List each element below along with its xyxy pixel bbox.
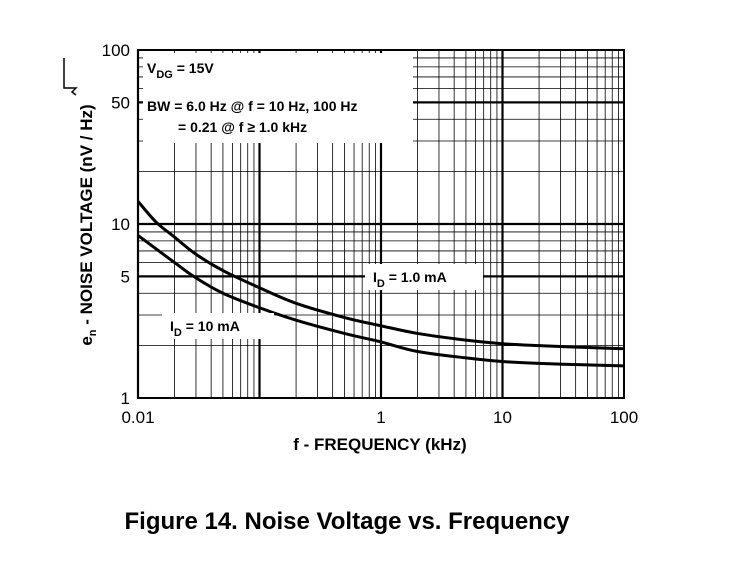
sqrt-sign (63, 58, 78, 96)
bw-annotation-line1: BW = 6.0 Hz @ f = 10 Hz, 100 Hz (147, 98, 358, 114)
y-tick-label: 10 (111, 215, 130, 234)
series-label-box-1 (365, 264, 483, 290)
plot-frame (137, 49, 625, 399)
y-tick-label: 5 (121, 267, 130, 286)
bw-annotation-line2: = 0.21 @ f ≥ 1.0 kHz (178, 119, 307, 135)
vdg-annotation: VDG = 15V (147, 60, 214, 81)
y-axis-title: en - NOISE VOLTAGE (nV / Hz) (77, 104, 99, 345)
series-label-1: ID = 1.0 mA (373, 269, 447, 290)
svg-text:en - NOISE VOLTAGE (nV / Hz): en - NOISE VOLTAGE (nV / Hz) (77, 104, 99, 345)
series-label-2: ID = 10 mA (170, 318, 240, 339)
y-tick-label: 100 (102, 41, 130, 60)
x-tick-label: 10 (493, 408, 512, 427)
x-axis-title: f - FREQUENCY (kHz) (293, 435, 466, 454)
x-tick-label: 0.01 (121, 408, 154, 427)
figure-caption: Figure 14. Noise Voltage vs. Frequency (124, 508, 570, 535)
x-tick-label: 1 (376, 408, 385, 427)
series-label-box-2 (162, 313, 274, 339)
annotation-box (143, 53, 413, 143)
series-line-2 (137, 234, 625, 368)
y-tick-label: 50 (111, 93, 130, 112)
x-tick-label: 100 (610, 408, 638, 427)
series-layer (136, 200, 625, 368)
series-line-1 (136, 200, 625, 351)
sqrt-radicand: Hz (77, 110, 96, 131)
y-tick-label: 1 (121, 389, 130, 408)
